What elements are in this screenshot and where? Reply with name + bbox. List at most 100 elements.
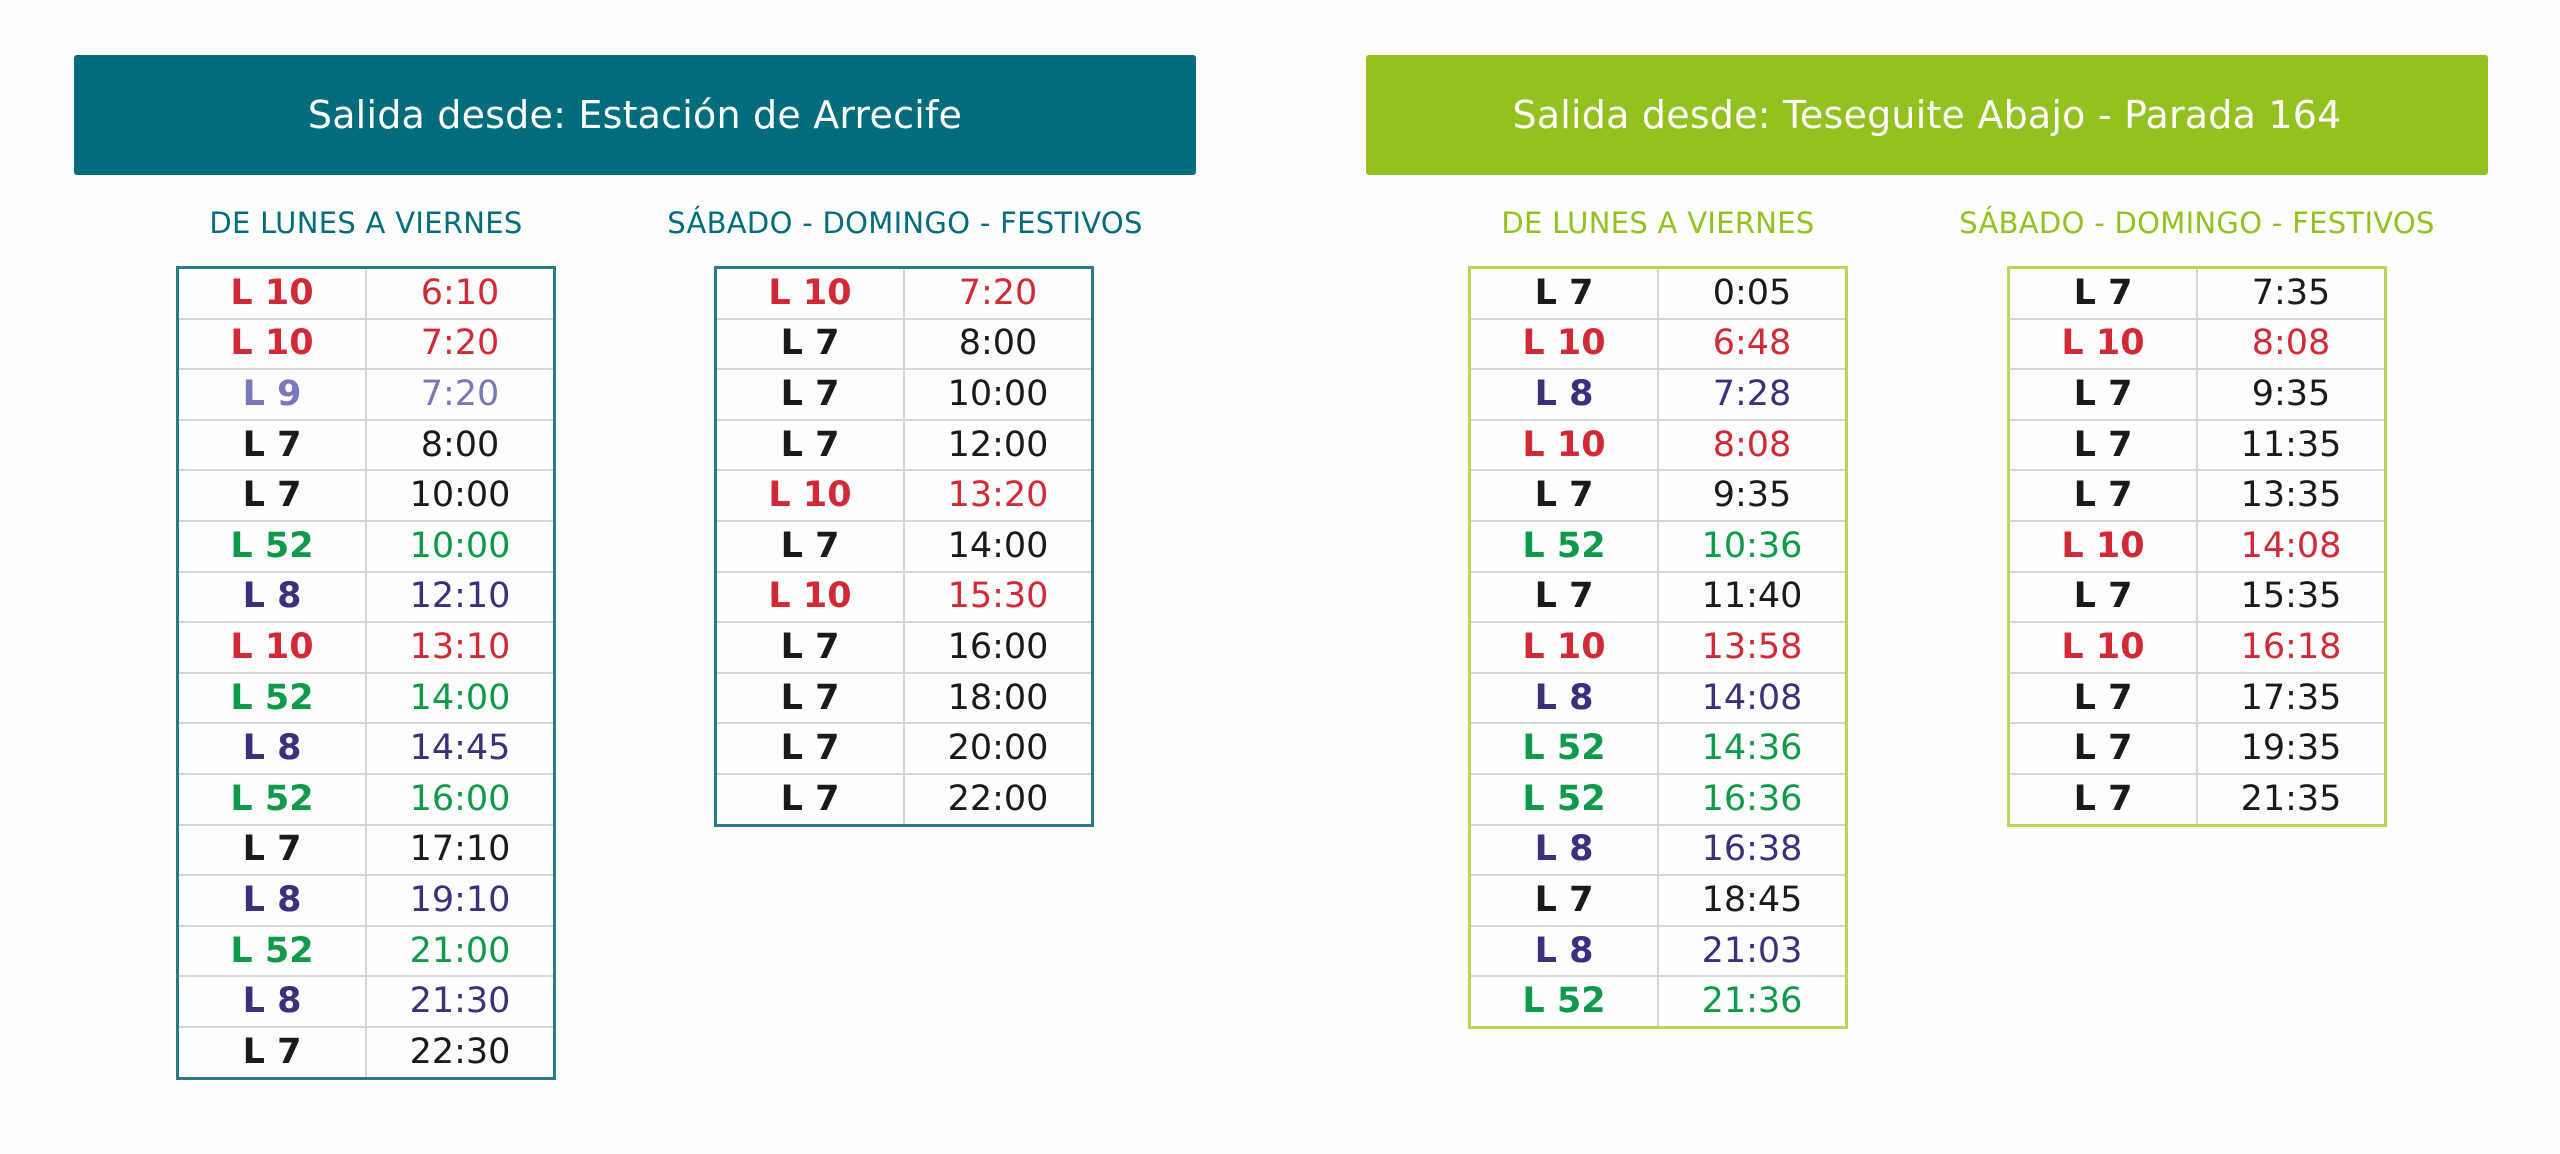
time-cell: 18:00	[903, 671, 1094, 725]
table-row: L 52 14:36	[1468, 722, 1848, 775]
line-cell: L 10	[1468, 621, 1659, 674]
time-cell: 21:30	[365, 975, 556, 1028]
line-cell: L 52	[176, 772, 367, 826]
time-cell: 0:05	[1657, 266, 1848, 320]
weekday-heading-teseguite: DE LUNES A VIERNES	[1501, 206, 1815, 240]
line-cell: L 8	[176, 874, 367, 927]
weekend-timetable-teseguite: L 7 7:35 L 10 8:08 L 7 9:35 L 7 11:35 L 7 13:35 L …	[2007, 266, 2387, 827]
table-row: L 7 13:35	[2007, 469, 2387, 522]
time-cell: 14:00	[365, 671, 556, 725]
time-cell: 16:18	[2196, 621, 2387, 674]
table-row: L 7 8:00	[714, 317, 1094, 371]
line-cell: L 10	[176, 317, 367, 371]
line-cell: L 10	[2007, 621, 2198, 674]
time-cell: 16:00	[903, 621, 1094, 674]
time-cell: 7:20	[365, 368, 556, 421]
section-title-arrecife: Salida desde: Estación de Arrecife	[74, 55, 1196, 175]
line-cell: L 52	[176, 519, 367, 573]
time-cell: 21:35	[2196, 772, 2387, 827]
weekend-heading-teseguite: SÁBADO - DOMINGO - FESTIVOS	[1959, 206, 2435, 240]
time-cell: 13:58	[1657, 621, 1848, 674]
line-cell: L 7	[714, 621, 905, 674]
line-cell: L 7	[2007, 772, 2198, 827]
line-cell: L 10	[714, 570, 905, 624]
table-row: L 7 7:35	[2007, 266, 2387, 320]
time-cell: 8:00	[365, 418, 556, 472]
time-cell: 9:35	[2196, 368, 2387, 421]
time-cell: 15:30	[903, 570, 1094, 624]
table-row: L 8 19:10	[176, 874, 556, 927]
table-row: L 10 8:08	[2007, 317, 2387, 371]
time-cell: 20:00	[903, 722, 1094, 775]
time-cell: 8:08	[2196, 317, 2387, 371]
line-cell: L 7	[2007, 671, 2198, 725]
time-cell: 19:35	[2196, 722, 2387, 775]
line-cell: L 8	[1468, 671, 1659, 725]
line-cell: L 10	[1468, 418, 1659, 472]
table-row: L 7 9:35	[1468, 469, 1848, 522]
time-cell: 13:20	[903, 469, 1094, 522]
line-cell: L 52	[1468, 772, 1659, 826]
line-cell: L 8	[176, 975, 367, 1028]
line-cell: L 7	[1468, 874, 1659, 927]
time-cell: 10:00	[903, 368, 1094, 421]
table-row: L 10 13:58	[1468, 621, 1848, 674]
time-cell: 7:20	[365, 317, 556, 371]
table-row: L 8 14:08	[1468, 671, 1848, 725]
time-cell: 17:10	[365, 823, 556, 877]
line-cell: L 10	[176, 621, 367, 674]
line-cell: L 52	[1468, 519, 1659, 573]
line-cell: L 7	[2007, 418, 2198, 472]
table-row: L 10 15:30	[714, 570, 1094, 624]
time-cell: 9:35	[1657, 469, 1848, 522]
line-cell: L 7	[2007, 722, 2198, 775]
table-row: L 7 0:05	[1468, 266, 1848, 320]
time-cell: 12:00	[903, 418, 1094, 472]
line-cell: L 7	[714, 772, 905, 827]
table-row: L 7 17:10	[176, 823, 556, 877]
weekday-timetable-arrecife: L 10 6:10 L 10 7:20 L 9 7:20 L 7 8:00 L 7 10:00 L …	[176, 266, 556, 1080]
weekday-timetable-teseguite: L 7 0:05 L 10 6:48 L 8 7:28 L 10 8:08 L 7 9:35 L 5…	[1468, 266, 1848, 1029]
line-cell: L 7	[1468, 266, 1659, 320]
table-row: L 7 17:35	[2007, 671, 2387, 725]
table-row: L 10 13:20	[714, 469, 1094, 522]
time-cell: 13:10	[365, 621, 556, 674]
line-cell: L 10	[1468, 317, 1659, 371]
time-cell: 6:48	[1657, 317, 1848, 371]
line-cell: L 10	[2007, 519, 2198, 573]
time-cell: 11:35	[2196, 418, 2387, 472]
line-cell: L 52	[176, 924, 367, 978]
table-row: L 8 21:30	[176, 975, 556, 1028]
time-cell: 7:28	[1657, 368, 1848, 421]
table-row: L 7 12:00	[714, 418, 1094, 472]
table-row: L 7 18:00	[714, 671, 1094, 725]
line-cell: L 7	[714, 519, 905, 573]
time-cell: 16:36	[1657, 772, 1848, 826]
table-row: L 10 14:08	[2007, 519, 2387, 573]
table-row: L 52 16:36	[1468, 772, 1848, 826]
line-cell: L 7	[2007, 469, 2198, 522]
table-row: L 7 10:00	[176, 469, 556, 522]
line-cell: L 9	[176, 368, 367, 421]
line-cell: L 7	[2007, 368, 2198, 421]
table-row: L 8 14:45	[176, 722, 556, 775]
time-cell: 14:45	[365, 722, 556, 775]
table-row: L 10 6:48	[1468, 317, 1848, 371]
time-cell: 19:10	[365, 874, 556, 927]
table-row: L 10 7:20	[714, 266, 1094, 320]
line-cell: L 7	[2007, 266, 2198, 320]
line-cell: L 7	[714, 317, 905, 371]
line-cell: L 8	[1468, 823, 1659, 877]
table-row: L 7 9:35	[2007, 368, 2387, 421]
line-cell: L 10	[714, 266, 905, 320]
line-cell: L 7	[176, 469, 367, 522]
table-row: L 52 10:00	[176, 519, 556, 573]
line-cell: L 8	[176, 570, 367, 624]
table-row: L 7 15:35	[2007, 570, 2387, 624]
table-row: L 7 22:30	[176, 1025, 556, 1080]
time-cell: 11:40	[1657, 570, 1848, 624]
time-cell: 14:36	[1657, 722, 1848, 775]
weekday-heading-arrecife: DE LUNES A VIERNES	[209, 206, 523, 240]
line-cell: L 10	[714, 469, 905, 522]
time-cell: 6:10	[365, 266, 556, 320]
